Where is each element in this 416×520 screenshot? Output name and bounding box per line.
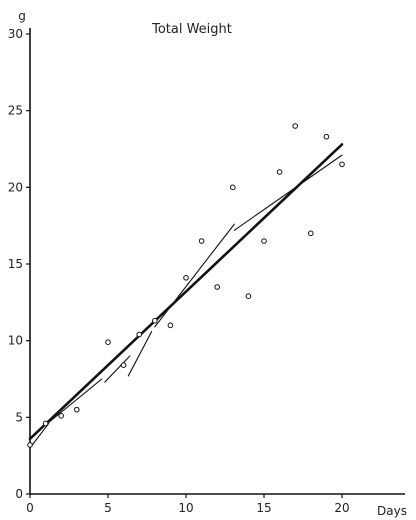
- segment-fit-line: [45, 378, 103, 426]
- data-point: [74, 406, 80, 413]
- segment-fit-line: [127, 330, 153, 377]
- data-point: [183, 275, 189, 281]
- y-tick-label: 30: [8, 27, 23, 41]
- chart-title: Total Weight: [151, 22, 232, 37]
- y-tick-label: 20: [8, 180, 23, 194]
- y-tick-label: 5: [15, 410, 23, 424]
- x-tick-label: 20: [334, 501, 349, 515]
- segment-fit-line: [233, 154, 343, 231]
- data-point: [58, 413, 65, 419]
- data-point: [120, 362, 127, 369]
- data-point: [214, 284, 220, 290]
- overall-fit-line: [28, 143, 344, 441]
- data-point: [152, 317, 158, 324]
- data-point: [136, 331, 142, 338]
- y-tick-label: 10: [8, 334, 23, 348]
- y-axis-label: g: [18, 9, 26, 23]
- data-point: [105, 339, 111, 346]
- y-tick-label: 0: [15, 487, 23, 501]
- x-axis-label: Days: [377, 504, 407, 518]
- data-point: [261, 238, 267, 244]
- data-point: [167, 322, 174, 329]
- x-tick-label: 10: [178, 501, 193, 515]
- data-point: [276, 169, 283, 175]
- data-point: [230, 184, 236, 191]
- segment-fit-line: [154, 223, 235, 328]
- data-point: [339, 161, 345, 168]
- data-point: [198, 238, 205, 244]
- points: [27, 123, 345, 448]
- y-tick-label: 15: [8, 257, 23, 271]
- fit-lines: [28, 143, 344, 449]
- x-tick-label: 0: [26, 501, 34, 515]
- data-point: [42, 420, 49, 427]
- data-point: [292, 123, 299, 129]
- segment-fit-line: [104, 355, 131, 383]
- segment-fit-line: [29, 422, 50, 449]
- y-tick-label: 25: [8, 104, 23, 118]
- data-point: [323, 133, 330, 140]
- data-point: [27, 442, 33, 448]
- data-point: [245, 293, 252, 300]
- y-ticks: 0 5 10 15 20 25 30: [8, 27, 30, 501]
- x-ticks: 0 5 10 15 20: [26, 494, 350, 515]
- data-point: [308, 230, 314, 237]
- x-tick-label: 15: [256, 501, 271, 515]
- x-tick-label: 5: [104, 501, 112, 515]
